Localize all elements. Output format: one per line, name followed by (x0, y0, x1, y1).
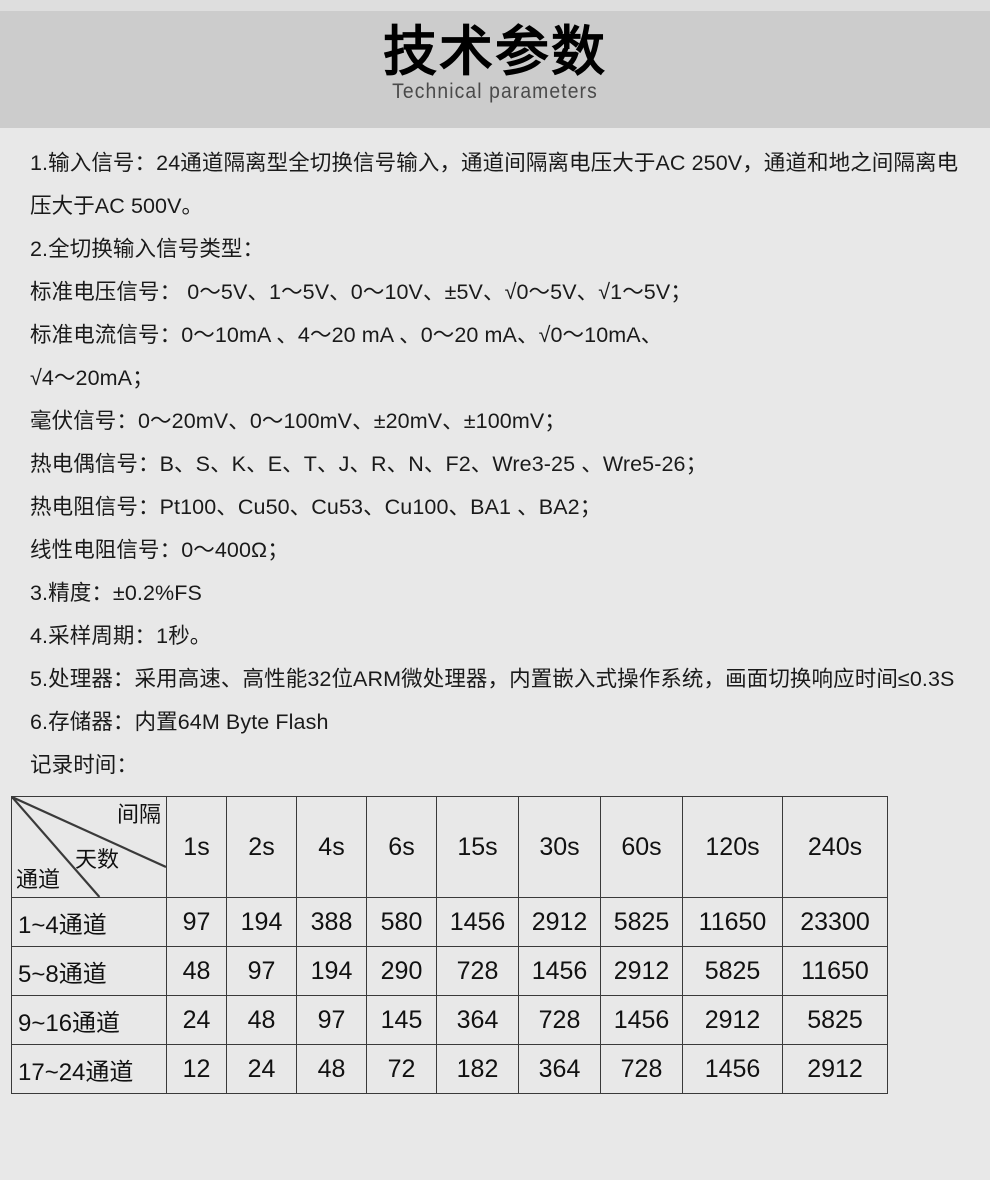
table-row: 9~16通道 24 48 97 145 364 728 1456 2912 58… (11, 995, 888, 1045)
cell: 364 (436, 995, 519, 1045)
cell: 12 (166, 1044, 227, 1094)
page-subtitle: Technical parameters (392, 80, 598, 103)
spec-line-current-cont: √4～20mA； (30, 366, 154, 390)
cell: 194 (226, 897, 297, 947)
cell: 48 (226, 995, 297, 1045)
spec-line-current: 标准电流信号：0～10mA 、4～20 mA 、0～20 mA、√0～10mA、 (30, 323, 663, 347)
cell: 290 (366, 946, 437, 996)
cell: 11650 (682, 897, 783, 947)
cell: 48 (296, 1044, 367, 1094)
row-label-1-4: 1~4通道 (11, 897, 167, 947)
cell: 182 (436, 1044, 519, 1094)
diagonal-split-lines-icon (12, 797, 166, 897)
cell: 1456 (682, 1044, 783, 1094)
row-label-9-16: 9~16通道 (11, 995, 167, 1045)
cell: 97 (226, 946, 297, 996)
record-time-table-wrap: 间隔 天数 通道 1s 2s 4s 6s 15s 30s 60s 120s 24… (11, 796, 888, 1094)
cell: 2912 (600, 946, 683, 996)
corner-label-days: 天数 (75, 847, 120, 872)
spec-line-voltage: 标准电压信号： 0～5V、1～5V、0～10V、±5V、√0～5V、√1～5V； (30, 280, 692, 304)
table-row: 5~8通道 48 97 194 290 728 1456 2912 5825 1… (11, 946, 888, 996)
column-header-240s: 240s (782, 796, 888, 898)
table-row: 17~24通道 12 24 48 72 182 364 728 1456 291… (11, 1044, 888, 1094)
spec-line-3: 3.精度：±0.2%FS (30, 581, 202, 605)
spec-line-4: 4.采样周期：1秒。 (30, 624, 212, 648)
cell: 2912 (782, 1044, 888, 1094)
corner-header-cell: 间隔 天数 通道 (11, 796, 167, 898)
corner-label-channel: 通道 (16, 867, 61, 892)
column-header-6s: 6s (366, 796, 437, 898)
cell: 728 (518, 995, 601, 1045)
row-label-17-24: 17~24通道 (11, 1044, 167, 1094)
row-label-5-8: 5~8通道 (11, 946, 167, 996)
spec-line-rtd: 热电阻信号：Pt100、Cu50、Cu53、Cu100、BA1 、BA2； (30, 495, 602, 519)
spec-line-5: 5.处理器：采用高速、高性能32位ARM微处理器，内置嵌入式操作系统，画面切换响… (30, 667, 955, 691)
spec-line-2: 2.全切换输入信号类型： (30, 237, 265, 261)
header-inner: 技术参数 Technical parameters (0, 11, 990, 102)
cell: 1456 (436, 897, 519, 947)
column-header-4s: 4s (296, 796, 367, 898)
spec-line-millivolt: 毫伏信号：0～20mV、0～100mV、±20mV、±100mV； (30, 409, 566, 433)
cell: 72 (366, 1044, 437, 1094)
cell: 11650 (782, 946, 888, 996)
column-header-120s: 120s (682, 796, 783, 898)
cell: 5825 (600, 897, 683, 947)
cell: 194 (296, 946, 367, 996)
column-header-30s: 30s (518, 796, 601, 898)
header-band: 技术参数 Technical parameters (0, 11, 990, 128)
cell: 24 (166, 995, 227, 1045)
cell: 5825 (782, 995, 888, 1045)
cell: 2912 (518, 897, 601, 947)
cell: 97 (166, 897, 227, 947)
cell: 728 (600, 1044, 683, 1094)
cell: 1456 (518, 946, 601, 996)
cell: 23300 (782, 897, 888, 947)
cell: 580 (366, 897, 437, 947)
record-time-table: 间隔 天数 通道 1s 2s 4s 6s 15s 30s 60s 120s 24… (11, 796, 888, 1094)
cell: 5825 (682, 946, 783, 996)
corner-inner: 间隔 天数 通道 (12, 797, 166, 897)
spec-line-6: 6.存储器：内置64M Byte Flash (30, 710, 329, 734)
cell: 728 (436, 946, 519, 996)
cell: 1456 (600, 995, 683, 1045)
spec-line-record-time: 记录时间： (30, 753, 139, 777)
spec-content: 1.输入信号：24通道隔离型全切换信号输入，通道间隔离电压大于AC 250V，通… (0, 128, 990, 787)
page-title: 技术参数 (383, 22, 607, 82)
column-header-60s: 60s (600, 796, 683, 898)
column-header-15s: 15s (436, 796, 519, 898)
cell: 24 (226, 1044, 297, 1094)
corner-label-interval: 间隔 (116, 802, 161, 827)
column-header-2s: 2s (226, 796, 297, 898)
table-header-row: 间隔 天数 通道 1s 2s 4s 6s 15s 30s 60s 120s 24… (11, 796, 888, 898)
cell: 97 (296, 995, 367, 1045)
spec-line-linear-resistance: 线性电阻信号：0～400Ω； (30, 538, 289, 562)
table-row: 1~4通道 97 194 388 580 1456 2912 5825 1165… (11, 897, 888, 947)
cell: 145 (366, 995, 437, 1045)
column-header-1s: 1s (166, 796, 227, 898)
cell: 2912 (682, 995, 783, 1045)
cell: 364 (518, 1044, 601, 1094)
spec-line-thermocouple: 热电偶信号：B、S、K、E、T、J、R、N、F2、Wre3-25 、Wre5-2… (30, 452, 708, 476)
spec-line-1: 1.输入信号：24通道隔离型全切换信号输入，通道间隔离电压大于AC 250V，通… (30, 151, 959, 218)
cell: 48 (166, 946, 227, 996)
cell: 388 (296, 897, 367, 947)
top-strip (0, 0, 990, 11)
